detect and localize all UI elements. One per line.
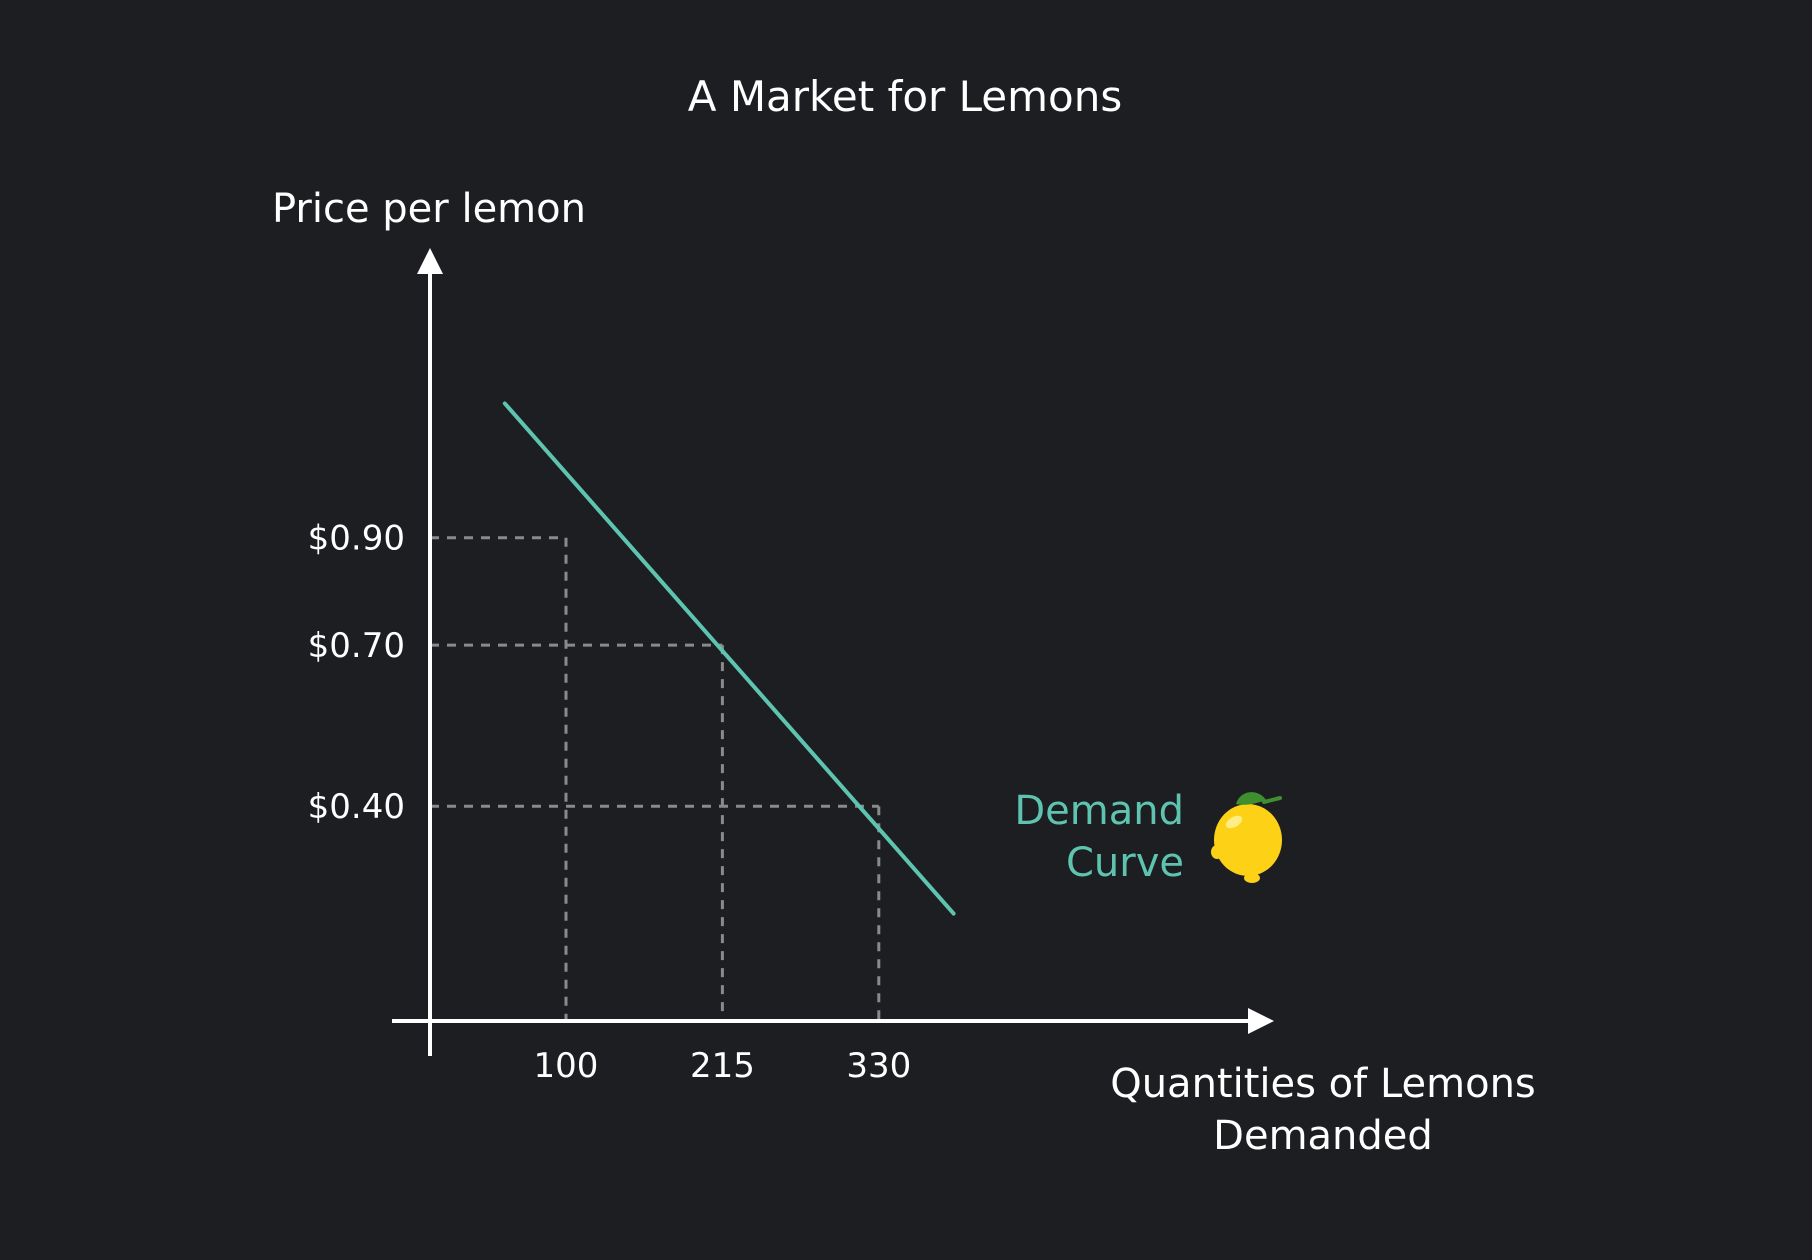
tick-labels: 100 $0.90 215 $0.70 330 $0.40 — [308, 519, 912, 1086]
x-axis-label-line-2: Demanded — [1213, 1113, 1433, 1159]
demand-curve-label-line-2: Curve — [1066, 840, 1184, 886]
x-tick-label-1: 100 — [534, 1046, 599, 1086]
x-tick-label-3: 330 — [846, 1046, 911, 1086]
series-layer — [502, 401, 956, 916]
demand-curve-label-line-1: Demand — [1014, 788, 1184, 834]
y-axis-label: Price per lemon — [272, 186, 586, 232]
x-tick-label-2: 215 — [690, 1046, 755, 1086]
lemon-icon — [1211, 792, 1282, 883]
y-axis-arrow — [417, 248, 443, 274]
y-tick-label-2: $0.70 — [308, 626, 405, 666]
y-tick-label-1: $0.90 — [308, 519, 405, 559]
demand-curve-line — [502, 401, 956, 916]
chart-title: A Market for Lemons — [688, 72, 1123, 121]
x-axis-label-line-1: Quantities of Lemons — [1110, 1061, 1536, 1107]
x-axis-arrow — [1248, 1008, 1274, 1034]
guide-lines — [430, 536, 881, 1021]
axes — [392, 248, 1274, 1056]
y-tick-label-3: $0.40 — [308, 787, 405, 827]
